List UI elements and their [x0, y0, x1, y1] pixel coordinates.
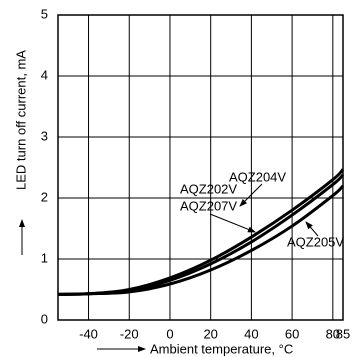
y-axis-label: LED turn off current, mA [13, 50, 28, 190]
label-arrow [305, 221, 319, 237]
label-arrow [209, 213, 256, 233]
x-axis-label: Ambient temperature, °C [150, 341, 293, 356]
y-tick-label: 1 [41, 250, 48, 265]
series-label: AQZ207V [180, 198, 237, 213]
series-label: AQZ205V [287, 234, 344, 249]
label-arrow [239, 183, 263, 207]
y-tick-label: 2 [41, 189, 48, 204]
y-tick-label: 4 [41, 67, 48, 82]
y-tick-label: 0 [41, 311, 48, 326]
x-tick-label: 0 [166, 326, 173, 341]
series-label: AQZ204V [229, 169, 286, 184]
series-line [57, 184, 345, 296]
y-tick-label: 3 [41, 128, 48, 143]
series-label: AQZ202V [180, 181, 237, 196]
x-tick-label: 85 [336, 326, 350, 341]
x-tick-label: -20 [120, 326, 139, 341]
x-tick-label: 20 [203, 326, 217, 341]
x-tick-label: 80 [326, 326, 340, 341]
x-tick-label: 60 [285, 326, 299, 341]
y-tick-label: 5 [41, 6, 48, 21]
x-tick-label: -40 [79, 326, 98, 341]
plot-frame [57, 14, 344, 321]
x-tick-label: 40 [244, 326, 258, 341]
